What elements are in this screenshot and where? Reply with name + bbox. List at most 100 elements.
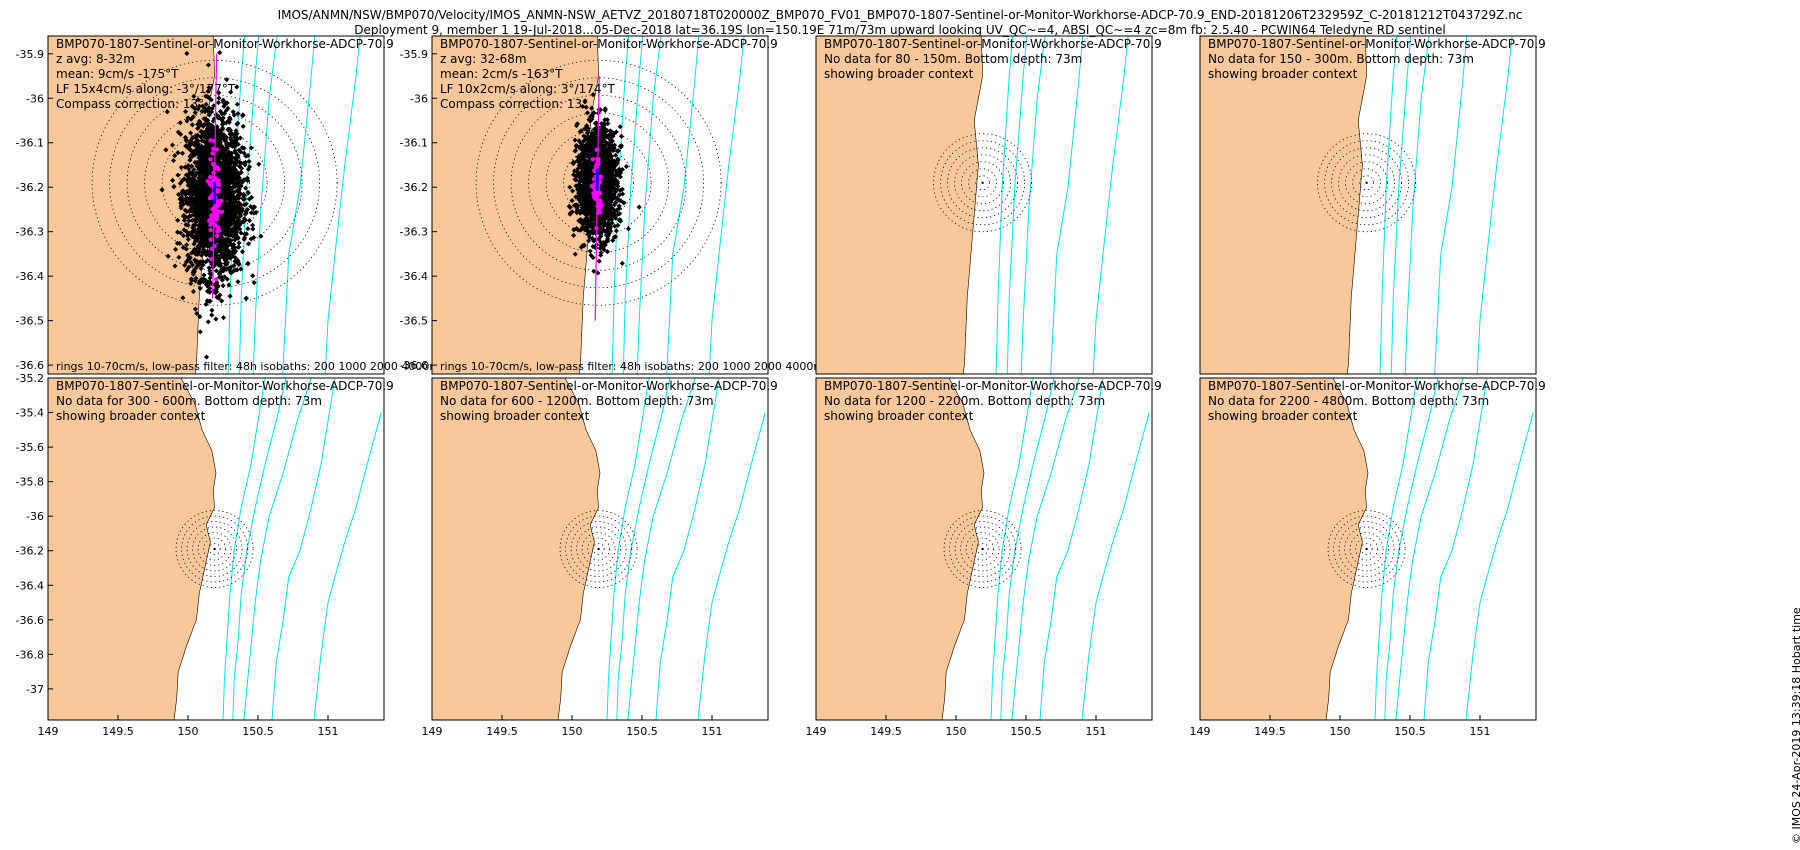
scatter-point: [618, 144, 624, 150]
scatter-point: [196, 216, 202, 222]
panel-frame: [47, 377, 385, 721]
scatter-point: [222, 177, 228, 183]
scatter-point: [245, 226, 251, 232]
panel-frame: [431, 377, 769, 721]
scatter-point: [202, 147, 208, 153]
isobath-line: [616, 378, 671, 720]
scatter-point: [224, 77, 230, 83]
scatter-point: [200, 187, 206, 193]
scatter-point: [234, 235, 240, 241]
scatter-point: [236, 192, 242, 198]
speed-ring: [570, 521, 627, 577]
speed-ring: [965, 532, 1000, 566]
scatter-point: [227, 169, 233, 175]
scatter-point: [239, 165, 245, 171]
scatter-point: [186, 264, 192, 270]
panel-header-line: No data for 600 - 1200m. Bottom depth: 7…: [440, 394, 714, 408]
scatter-point: [178, 131, 184, 137]
lowpass-point: [216, 202, 222, 207]
isobath-line: [1390, 36, 1412, 374]
scatter-point: [197, 329, 203, 335]
scatter-point: [205, 319, 211, 325]
scatter-point: [242, 202, 248, 208]
speed-ring: [181, 515, 249, 583]
isobath-line: [1404, 36, 1430, 374]
scatter-point: [569, 209, 575, 215]
lowpass-point: [208, 138, 213, 143]
speed-ring: [1360, 543, 1373, 555]
panel-bottom-2: BMP070-1807-Sentinel-or-Monitor-Workhors…: [422, 377, 778, 738]
y-tick-label: -35.9: [400, 48, 428, 61]
y-tick-label: -35.4: [16, 407, 44, 420]
panel-header-line: BMP070-1807-Sentinel-or-Monitor-Workhors…: [1208, 37, 1546, 51]
scatter-point: [196, 175, 202, 181]
lowpass-point: [596, 210, 601, 216]
panel-footnote: rings 10-70cm/s, low-pass filter: 48h is…: [440, 360, 824, 373]
scatter-point: [196, 172, 203, 178]
isobath-line: [636, 36, 662, 374]
scatter-point: [186, 166, 192, 172]
isobath-line: [1039, 378, 1104, 720]
scatter-point: [591, 132, 597, 139]
lowpass-point: [211, 138, 217, 144]
x-tick-label: 150: [178, 725, 199, 738]
scatter-point: [206, 265, 212, 271]
lowpass-point: [208, 157, 213, 162]
lowpass-point: [209, 213, 214, 218]
x-tick-label: 149: [38, 725, 59, 738]
x-tick-label: 149.5: [870, 725, 902, 738]
scatter-point: [625, 226, 632, 232]
scatter-point: [192, 306, 199, 312]
scatter-point: [172, 246, 179, 252]
scatter-point: [195, 191, 201, 197]
scatter-point: [207, 286, 213, 292]
lowpass-point: [594, 195, 600, 201]
scatter-point: [227, 221, 233, 227]
x-tick-label: 149.5: [486, 725, 518, 738]
scatter-point: [185, 236, 191, 242]
isobath-line: [1020, 36, 1046, 374]
scatter-point: [613, 152, 619, 158]
scatter-point: [618, 133, 625, 139]
scatter-point: [198, 265, 204, 272]
scatter-point: [183, 229, 190, 235]
scatter-point: [203, 117, 209, 123]
scatter-point: [159, 187, 165, 193]
speed-ring: [559, 510, 638, 588]
scatter-point: [193, 148, 199, 154]
y-tick-label: -36.2: [16, 545, 44, 558]
scatter-point: [219, 236, 225, 242]
scatter-point: [194, 237, 200, 243]
lowpass-point: [591, 176, 597, 182]
scatter-point: [234, 267, 240, 273]
lowpass-point: [216, 209, 221, 214]
speed-ring: [581, 532, 616, 566]
scatter-point: [205, 243, 211, 249]
scatter-point: [615, 172, 621, 178]
speed-ring: [545, 129, 652, 236]
isobath-line: [313, 412, 382, 720]
scatter-point: [200, 262, 206, 268]
panel-header-line: No data for 2200 - 4800m. Bottom depth: …: [1208, 394, 1489, 408]
scatter-point: [239, 145, 245, 151]
scatter-point: [190, 181, 196, 187]
scatter-point: [224, 169, 230, 175]
scatter-point: [221, 194, 227, 200]
scatter-point: [204, 170, 210, 176]
plot-area: [48, 36, 361, 374]
scatter-point: [245, 153, 251, 159]
scatter-point: [196, 144, 202, 150]
plot-area: [48, 378, 382, 720]
scatter-point: [246, 241, 252, 247]
scatter-point: [614, 148, 620, 154]
isobath-line: [697, 412, 766, 720]
isobath-line: [1011, 378, 1080, 720]
plot-area: [432, 36, 745, 374]
scatter-point: [227, 293, 233, 299]
scatter-point: [605, 223, 611, 229]
scatter-point: [186, 218, 192, 224]
scatter-point: [238, 266, 244, 272]
y-tick-label: -36.6: [400, 359, 428, 372]
speed-ring: [1359, 175, 1374, 191]
